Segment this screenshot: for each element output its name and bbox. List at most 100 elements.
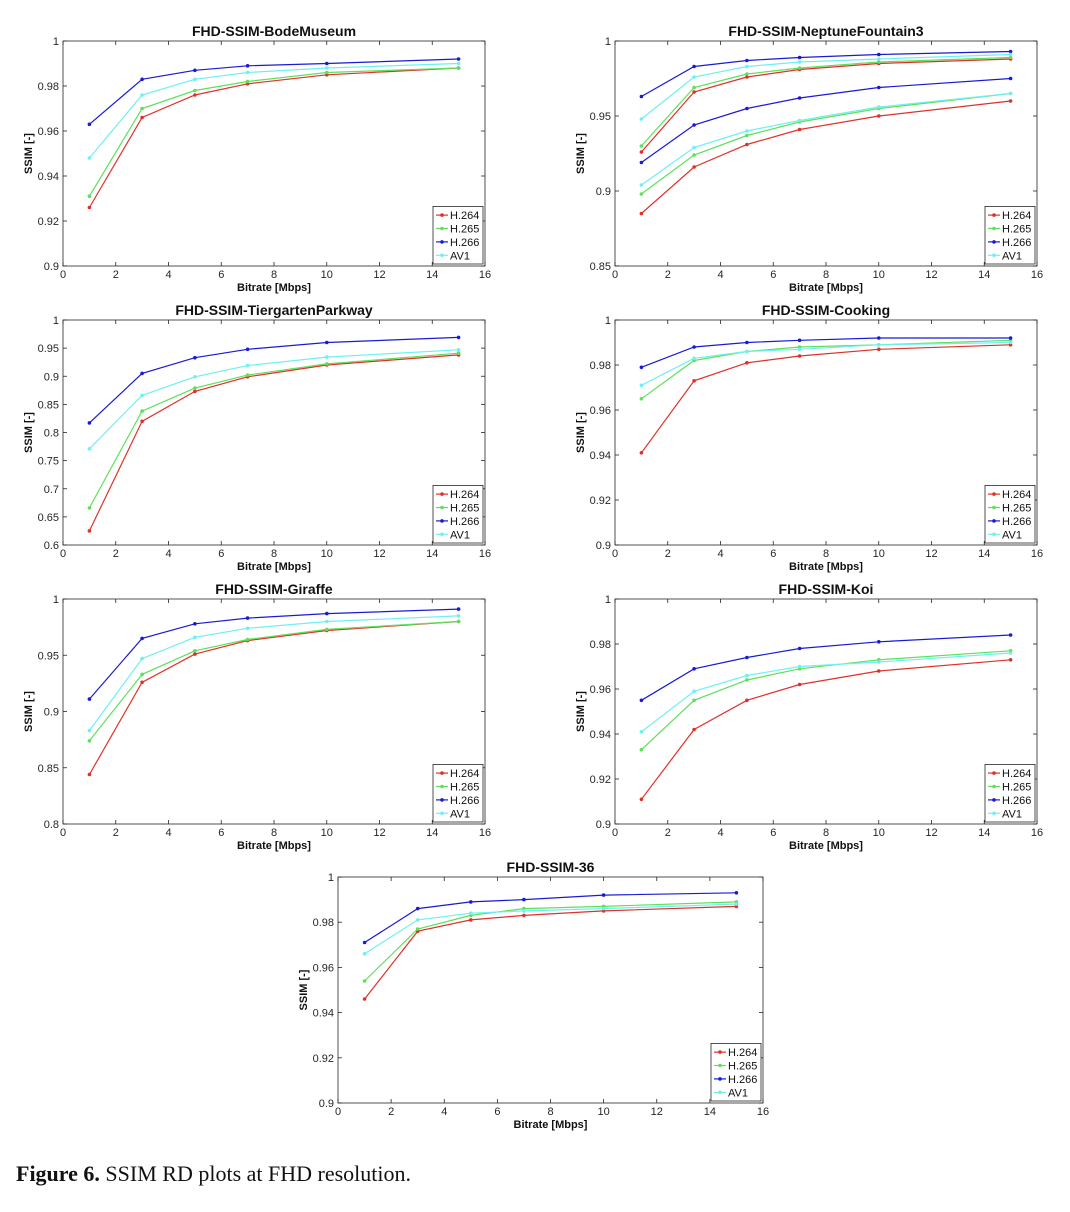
data-point [601, 893, 606, 897]
data-point [140, 106, 144, 111]
x-tick-label: 12 [651, 1106, 663, 1118]
legend-marker [440, 226, 444, 231]
data-point [745, 361, 749, 365]
y-tick-label: 0.8 [44, 819, 59, 831]
chart-panel: 0 2 4 6 8 10 12 14 16 0.8 0.85 0.9 0.95 1 FHD-SSIM-Gir… [23, 581, 491, 852]
chart-title: FHD-SSIM-NeptuneFountain3 [728, 23, 923, 39]
legend-marker [440, 213, 444, 217]
x-tick-label: 12 [925, 548, 937, 560]
chart-title: FHD-SSIM-Giraffe [215, 581, 333, 597]
data-point [140, 371, 144, 376]
data-point [734, 891, 739, 895]
data-point [140, 680, 144, 685]
chart-title: FHD-SSIM-Cooking [762, 302, 890, 318]
data-point [877, 60, 881, 64]
x-tick-label: 2 [113, 827, 119, 839]
data-point [797, 347, 802, 352]
series-line [364, 892, 737, 944]
data-point [87, 739, 92, 743]
legend-label: AV1 [1002, 529, 1022, 541]
data-point [245, 373, 250, 377]
series-line [641, 92, 1011, 186]
legend-label: H.264 [1002, 489, 1031, 501]
x-tick-label: 6 [218, 269, 224, 281]
series-line [641, 634, 1011, 701]
data-point [522, 909, 526, 913]
caption-text: SSIM RD plots at FHD resolution. [105, 1161, 412, 1186]
data-point [877, 347, 881, 352]
y-tick-label: 0.65 [38, 512, 59, 524]
legend-label: H.265 [450, 503, 479, 515]
data-point [877, 105, 881, 109]
x-axis-label: Bitrate [Mbps] [237, 840, 311, 852]
legend-marker [992, 798, 996, 802]
data-point [1008, 91, 1013, 96]
data-point [797, 118, 802, 123]
caption-label: Figure 6. [16, 1161, 100, 1186]
x-tick-label: 8 [271, 827, 277, 839]
x-tick-label: 10 [873, 827, 885, 839]
data-point [639, 117, 644, 121]
y-tick-label: 0.98 [38, 81, 59, 93]
y-tick-label: 0.85 [590, 261, 611, 273]
data-point [140, 656, 144, 661]
data-point [797, 55, 802, 60]
data-point [325, 619, 329, 624]
series-line [640, 56, 1011, 147]
x-axis-label: Bitrate [Mbps] [789, 561, 863, 573]
y-tick-label: 0.8 [44, 428, 59, 440]
legend-marker [992, 771, 996, 775]
legend-marker [440, 505, 444, 510]
data-point [456, 57, 461, 61]
data-point [639, 192, 644, 196]
x-tick-label: 16 [1031, 548, 1043, 560]
y-tick-label: 0.9 [44, 261, 59, 273]
data-point [1008, 658, 1013, 662]
data-point [140, 77, 144, 82]
x-tick-label: 2 [113, 548, 119, 560]
axes-box [337, 876, 764, 1104]
data-point [734, 902, 739, 906]
y-tick-label: 0.94 [590, 729, 611, 741]
x-tick-label: 4 [717, 827, 723, 839]
chart-panel: 0 2 4 6 8 10 12 14 16 0.9 0.92 0.94 0.96 0.98 1 FHD-SSI… [23, 23, 491, 294]
y-tick-label: 0.85 [38, 399, 59, 411]
legend-label: H.265 [1002, 503, 1031, 515]
series-line [88, 354, 459, 532]
series-line [641, 92, 1011, 195]
x-tick-label: 6 [770, 269, 776, 281]
legend-label: H.266 [1002, 516, 1031, 528]
data-point [745, 673, 749, 678]
y-axis-label: SSIM [-] [575, 691, 587, 732]
data-point [692, 667, 696, 671]
data-point [193, 375, 197, 379]
data-point [1008, 99, 1013, 103]
y-tick-label: 0.96 [590, 405, 611, 417]
data-point [797, 96, 802, 100]
series-line [88, 67, 459, 208]
data-point [745, 655, 749, 660]
legend-label: H.266 [450, 795, 479, 807]
data-point [87, 156, 92, 160]
legend-marker [992, 505, 996, 510]
legend-label: H.264 [1002, 768, 1031, 780]
data-point [325, 627, 329, 632]
y-tick-label: 0.98 [590, 639, 611, 651]
x-tick-label: 12 [925, 269, 937, 281]
data-point [692, 75, 696, 79]
data-point [692, 153, 696, 157]
data-point [87, 697, 92, 701]
x-tick-label: 2 [388, 1106, 394, 1118]
data-point [245, 616, 250, 620]
legend-marker [992, 213, 996, 217]
data-point [639, 94, 644, 99]
data-point [745, 129, 749, 133]
y-axis-label: SSIM [-] [23, 133, 35, 174]
x-tick-label: 16 [479, 548, 491, 560]
x-tick-label: 8 [547, 1106, 553, 1118]
data-point [325, 355, 329, 359]
legend-marker [718, 1077, 722, 1081]
